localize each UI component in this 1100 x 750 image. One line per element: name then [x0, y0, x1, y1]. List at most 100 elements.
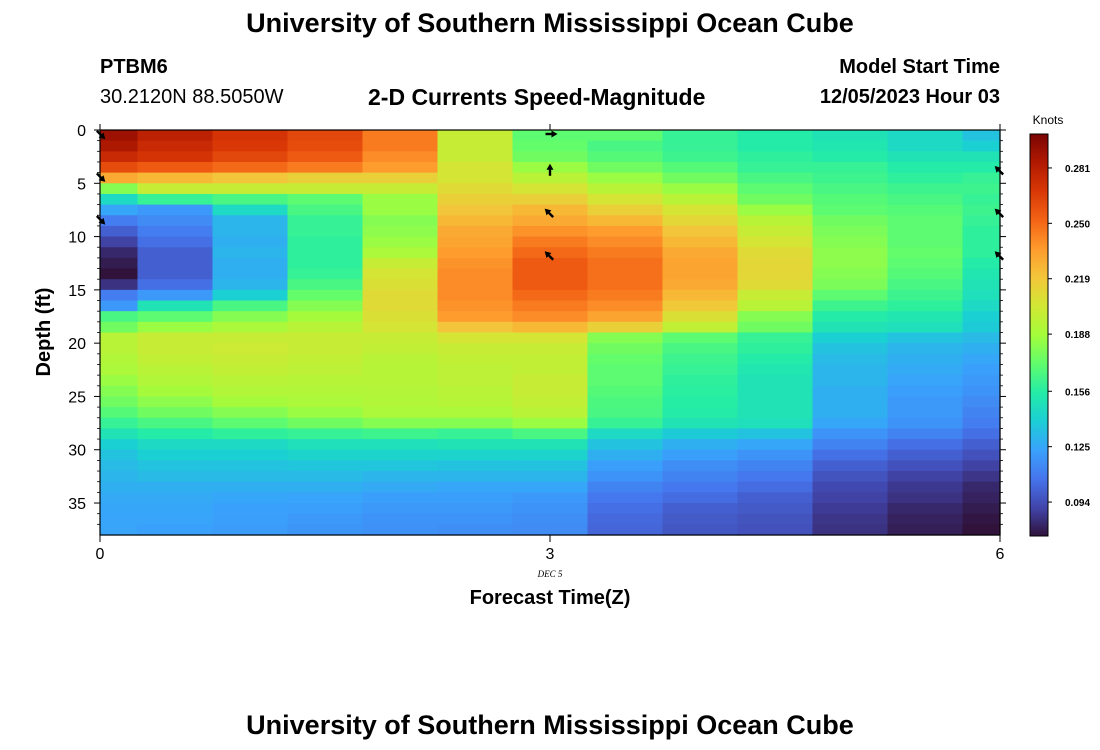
- heatmap-cell: [362, 172, 439, 184]
- heatmap-cell: [437, 481, 514, 493]
- x-axis-label: Forecast Time(Z): [470, 587, 631, 609]
- heatmap-cell: [362, 460, 439, 472]
- heatmap-cell: [212, 300, 289, 312]
- heatmap-cell: [287, 151, 364, 163]
- heatmap-cell: [662, 460, 739, 472]
- heatmap-cell: [662, 172, 739, 184]
- heatmap-cell: [512, 236, 589, 248]
- heatmap-cell: [137, 449, 214, 461]
- heatmap-cell: [362, 311, 439, 323]
- current-vector-arrow: [994, 208, 1005, 218]
- heatmap-cell: [212, 503, 289, 515]
- heatmap-cell: [587, 193, 664, 206]
- heatmap-cell: [100, 332, 139, 344]
- heatmap-cell: [962, 449, 1001, 461]
- heatmap-cell: [887, 460, 964, 472]
- heatmap-cell: [587, 151, 664, 163]
- heatmap-cell: [512, 471, 589, 483]
- y-tick-label: 30: [68, 443, 86, 460]
- heatmap-cell: [212, 460, 289, 472]
- heatmap-cell: [287, 471, 364, 483]
- heatmap-cell: [512, 353, 589, 366]
- heatmap-cell: [962, 396, 1001, 408]
- heatmap-cell: [737, 257, 814, 270]
- heatmap-cell: [812, 503, 889, 515]
- heatmap-cell: [362, 513, 439, 525]
- heatmap-cell: [887, 172, 964, 184]
- heatmap-cell: [512, 289, 589, 302]
- heatmap-cell: [437, 204, 514, 216]
- heatmap-cell: [287, 503, 364, 515]
- heatmap-cell: [137, 332, 214, 344]
- heatmap-cell: [587, 439, 664, 451]
- heatmap-cell: [812, 289, 889, 302]
- heatmap-cell: [512, 225, 589, 238]
- heatmap-cell: [812, 332, 889, 344]
- heatmap-cell: [287, 300, 364, 312]
- current-vector-arrow: [546, 163, 554, 176]
- heatmap-cell: [437, 311, 514, 323]
- heatmap-cell: [962, 172, 1001, 184]
- heatmap-cell: [887, 481, 964, 493]
- heatmap-cell: [887, 279, 964, 291]
- heatmap-cell: [962, 161, 1001, 174]
- heatmap-cell: [512, 439, 589, 451]
- heatmap-cell: [887, 193, 964, 206]
- heatmap-cell: [137, 172, 214, 184]
- heatmap-cell: [587, 215, 664, 227]
- heatmap-cell: [362, 268, 439, 280]
- heatmap-cell: [962, 513, 1001, 525]
- y-tick-label: 0: [77, 123, 86, 140]
- heatmap-cell: [362, 183, 439, 195]
- heatmap-cell: [287, 449, 364, 461]
- heatmap-cell: [362, 257, 439, 270]
- heatmap-cell: [362, 471, 439, 483]
- heatmap-cell: [887, 332, 964, 344]
- heatmap-cell: [512, 193, 589, 206]
- heatmap-cell: [962, 236, 1001, 248]
- heatmap-cell: [587, 343, 664, 355]
- heatmap-cell: [287, 247, 364, 259]
- heatmap-cell: [587, 161, 664, 174]
- heatmap-cell: [587, 225, 664, 238]
- heatmap-cell: [100, 503, 139, 515]
- heatmap-cell: [662, 204, 739, 216]
- heatmap-cell: [137, 439, 214, 451]
- heatmap-cell: [962, 385, 1001, 398]
- heatmap-cell: [662, 311, 739, 323]
- heatmap-cell: [362, 289, 439, 302]
- y-tick-label: 10: [68, 230, 86, 247]
- heatmap-cell: [737, 481, 814, 493]
- heatmap-cell: [437, 268, 514, 280]
- heatmap-cell: [287, 428, 364, 440]
- heatmap-cell: [362, 343, 439, 355]
- heatmap-cell: [512, 300, 589, 312]
- heatmap-cell: [812, 161, 889, 174]
- heatmap-cell: [287, 289, 364, 302]
- heatmap-cell: [962, 257, 1001, 270]
- heatmap-cell: [437, 396, 514, 408]
- heatmap-cell: [137, 225, 214, 238]
- heatmap-cell: [962, 268, 1001, 280]
- heatmap-cell: [437, 439, 514, 451]
- heatmap-cell: [362, 161, 439, 174]
- heatmap-cell: [962, 247, 1001, 259]
- heatmap-cell: [437, 407, 514, 419]
- heatmap-cell: [137, 396, 214, 408]
- heatmap-cell: [662, 225, 739, 238]
- heatmap-cell: [287, 193, 364, 206]
- heatmap-cell: [962, 332, 1001, 344]
- heatmap-cell: [737, 140, 814, 152]
- heatmap-cell: [737, 375, 814, 387]
- heatmap-cell: [512, 481, 589, 493]
- heatmap-cell: [587, 481, 664, 493]
- heatmap-cell: [437, 321, 514, 334]
- heatmap-cell: [812, 460, 889, 472]
- heatmap-cell: [662, 193, 739, 206]
- heatmap-cell: [512, 172, 589, 184]
- heatmap-cell: [812, 311, 889, 323]
- heatmap-cells: [100, 130, 1001, 536]
- heatmap-cell: [437, 492, 514, 504]
- model-start-value: 12/05/2023 Hour 03: [819, 86, 1000, 108]
